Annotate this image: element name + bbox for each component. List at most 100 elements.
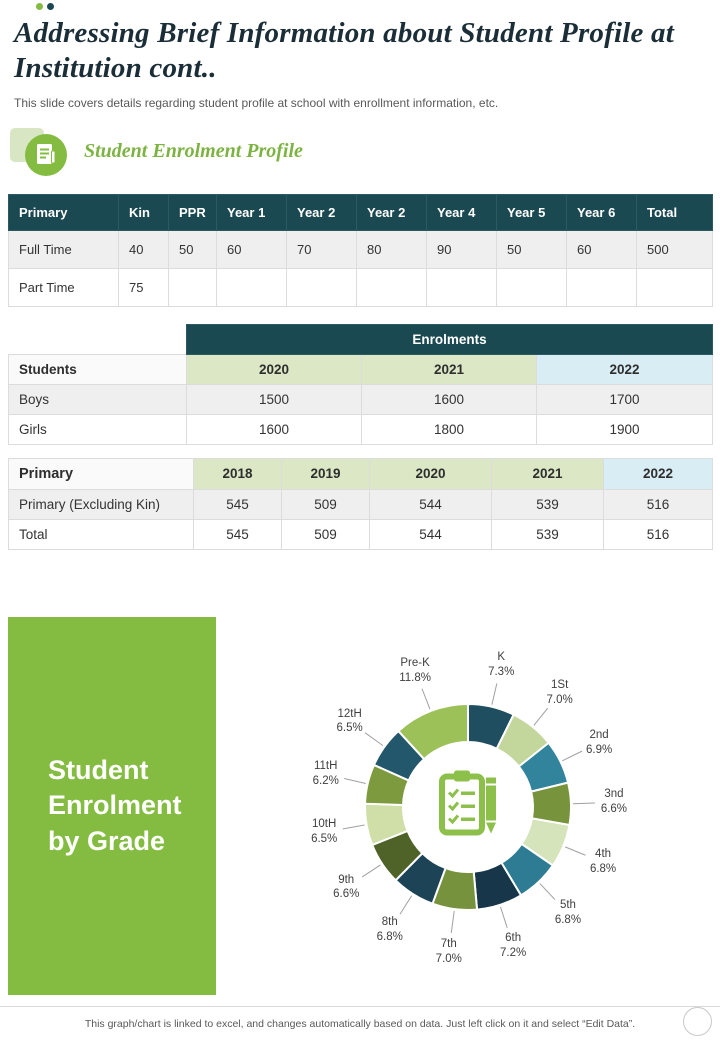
label-leader-line [361, 864, 381, 878]
cell [566, 267, 637, 307]
chart-title-panel: Student Enrolment by Grade [8, 617, 216, 995]
cell: 509 [281, 518, 370, 550]
col-header: Primary [8, 193, 119, 231]
cell: 50 [496, 229, 567, 269]
primary-years-table: Primary 2018 2019 2020 2021 2022 Primary… [8, 457, 713, 550]
footer-note-bar: This graph/chart is linked to excel, and… [0, 1006, 720, 1040]
enrolment-profile-badge [10, 127, 68, 176]
table-row: Girls 1600 1800 1900 [8, 413, 714, 445]
row-label: Boys [8, 383, 187, 415]
cell: 509 [281, 488, 370, 520]
cell: 539 [491, 488, 604, 520]
cell: 516 [603, 488, 713, 520]
primary-enrolment-table: Primary Kin PPR Year 1 Year 2 Year 2 Yea… [8, 193, 713, 307]
cell: 500 [636, 229, 713, 269]
page-subtitle: This slide covers details regarding stud… [14, 95, 499, 110]
table-row: Primary (Excluding Kin) 545 509 544 539 … [8, 488, 713, 520]
cell [168, 267, 217, 307]
year-header: 2019 [281, 457, 370, 490]
col-header: Year 2 [286, 193, 357, 231]
accent-dot-green [36, 3, 43, 10]
label-leader-line [491, 683, 498, 705]
year-header: 2020 [186, 353, 362, 385]
donut-chart-svg[interactable] [216, 617, 712, 995]
cell [426, 267, 497, 307]
cell [356, 267, 427, 307]
cell: 1500 [186, 383, 362, 415]
label-leader-line [572, 802, 595, 805]
cell: 50 [168, 229, 217, 269]
cell [496, 267, 567, 307]
section-heading: Student Enrolment Profile [84, 140, 303, 163]
table-row: Total 545 509 544 539 516 [8, 518, 713, 550]
row-label: Primary (Excluding Kin) [8, 488, 194, 520]
table-row: Part Time 75 [8, 267, 713, 307]
students-col-header: Students [8, 353, 187, 385]
label-leader-line [399, 895, 413, 915]
cell: 90 [426, 229, 497, 269]
cell: 60 [566, 229, 637, 269]
col-header: Year 5 [496, 193, 567, 231]
accent-dot-navy [47, 3, 54, 10]
cell: 1600 [186, 413, 362, 445]
document-icon [25, 133, 67, 176]
cell [216, 267, 287, 307]
footer-note: This graph/chart is linked to excel, and… [84, 1017, 636, 1030]
chart-panel-title: Student Enrolment by Grade [48, 755, 182, 856]
row-label: Girls [8, 413, 187, 445]
cell: 60 [216, 229, 287, 269]
enrolments-table: Enrolments Students 2020 2021 2022 Boys … [8, 323, 714, 445]
row-label: Part Time [8, 267, 119, 307]
cell: 544 [369, 488, 492, 520]
cell [636, 267, 713, 307]
cell: 539 [491, 518, 604, 550]
year-header: 2022 [603, 457, 713, 490]
cell: 75 [118, 267, 169, 307]
cell: 40 [118, 229, 169, 269]
year-header: 2021 [361, 353, 537, 385]
span-header-row: Enrolments [8, 323, 714, 355]
label-leader-line [562, 750, 583, 762]
col-header: Year 4 [426, 193, 497, 231]
label-leader-line [344, 778, 366, 784]
year-header-row: Primary 2018 2019 2020 2021 2022 [8, 457, 713, 490]
cell: 545 [193, 518, 282, 550]
row-label: Total [8, 518, 194, 550]
title-accent-dots [36, 3, 54, 10]
cell: 70 [286, 229, 357, 269]
enrolment-by-grade-chart[interactable]: K 7.3% 1St 7.0% 2nd 6.9% 3nd 6.6% 4th 6.8% 5th 6.8%… [216, 617, 712, 995]
table-row: Full Time 40 50 60 70 80 90 50 60 500 [8, 229, 713, 269]
label-leader-line [450, 911, 455, 933]
year-header: 2021 [491, 457, 604, 490]
cell [286, 267, 357, 307]
cell: 80 [356, 229, 427, 269]
row-label: Full Time [8, 229, 119, 269]
year-header: 2022 [535, 353, 714, 385]
year-header-row: Students 2020 2021 2022 [8, 353, 714, 385]
label-leader-line [533, 707, 549, 726]
col-header: Kin [118, 193, 169, 231]
cell: 544 [369, 518, 492, 550]
col-header: Year 6 [566, 193, 637, 231]
col-header: Year 2 [356, 193, 427, 231]
cell: 516 [603, 518, 713, 550]
enrolment-by-grade-section: Student Enrolment by Grade K 7.3% 1St 7.0% 2… [8, 617, 712, 995]
col-header: PPR [168, 193, 217, 231]
col-header: Total [636, 193, 713, 231]
clipboard-pencil-icon [426, 763, 510, 852]
donut-segment-Pre-K[interactable] [397, 702, 469, 761]
primary-col-header: Primary [8, 457, 194, 490]
label-leader-line [564, 846, 586, 856]
col-header: Year 1 [216, 193, 287, 231]
label-leader-line [499, 906, 508, 928]
table-row: Boys 1500 1600 1700 [8, 383, 714, 415]
label-leader-line [342, 824, 365, 830]
page-title: Addressing Brief Information about Stude… [14, 17, 674, 84]
label-leader-line [364, 732, 384, 746]
slide-number-circle [683, 1007, 712, 1036]
cell: 1700 [535, 383, 714, 415]
cell: 1900 [535, 413, 714, 445]
cell: 545 [193, 488, 282, 520]
year-header: 2020 [369, 457, 492, 490]
